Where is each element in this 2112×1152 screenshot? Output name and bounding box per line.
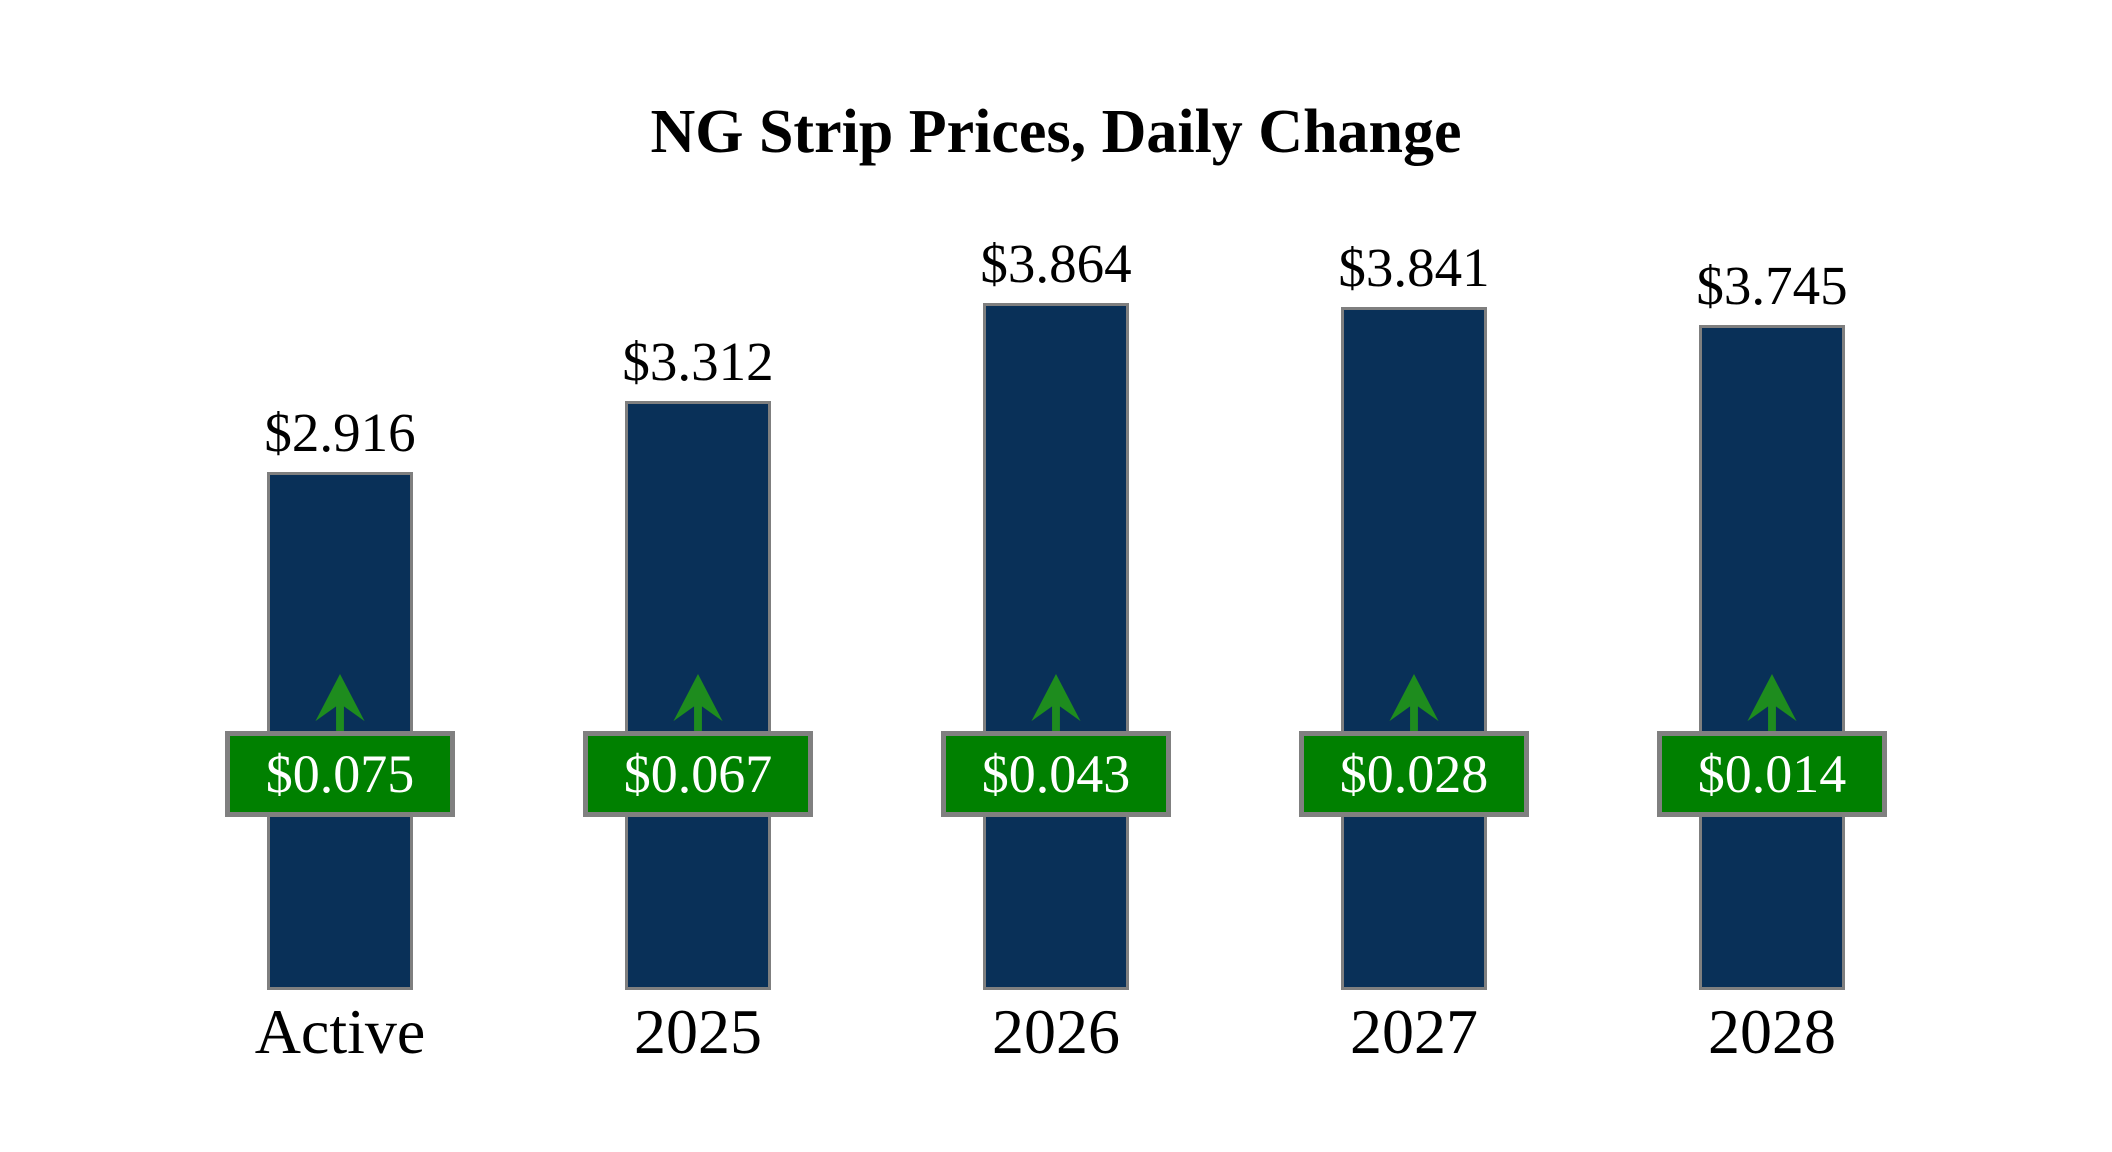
category-label: 2025 (634, 996, 762, 1067)
category-label: Active (254, 996, 426, 1067)
daily-change-label: $0.075 (265, 744, 415, 804)
category-label: 2027 (1350, 996, 1478, 1067)
bar-group: $3.745 $0.014 2028 (1592, 0, 1952, 1152)
price-value-label: $3.841 (1338, 237, 1490, 298)
up-arrow-icon (1747, 674, 1797, 731)
up-arrow-icon (315, 674, 365, 731)
daily-change-label: $0.028 (1339, 744, 1489, 804)
daily-change-badge: $0.067 (583, 731, 813, 817)
chart-title: NG Strip Prices, Daily Change (650, 98, 1462, 166)
daily-change-badge: $0.075 (225, 731, 455, 817)
price-bar (1699, 325, 1845, 990)
daily-change-label: $0.067 (623, 744, 773, 804)
price-value-label: $2.916 (264, 402, 416, 463)
category-label: 2028 (1708, 996, 1836, 1067)
up-arrow-icon (673, 674, 723, 731)
daily-change-label: $0.043 (981, 744, 1131, 804)
price-bar (1341, 307, 1487, 990)
price-value-label: $3.745 (1696, 255, 1848, 316)
up-arrow-icon (1031, 674, 1081, 731)
price-value-label: $3.312 (622, 331, 774, 392)
bar-group: $2.916 $0.075 Active (160, 0, 520, 1152)
bar-group: $3.312 $0.067 2025 (518, 0, 878, 1152)
bar-group: $3.864 $0.043 2026 (876, 0, 1236, 1152)
price-value-label: $3.864 (980, 233, 1132, 294)
daily-change-badge: $0.014 (1657, 731, 1887, 817)
daily-change-label: $0.014 (1697, 744, 1847, 804)
category-label: 2026 (992, 996, 1120, 1067)
daily-change-badge: $0.028 (1299, 731, 1529, 817)
bar-group: $3.841 $0.028 2027 (1234, 0, 1594, 1152)
daily-change-badge: $0.043 (941, 731, 1171, 817)
price-bar (983, 303, 1129, 990)
up-arrow-icon (1389, 674, 1439, 731)
